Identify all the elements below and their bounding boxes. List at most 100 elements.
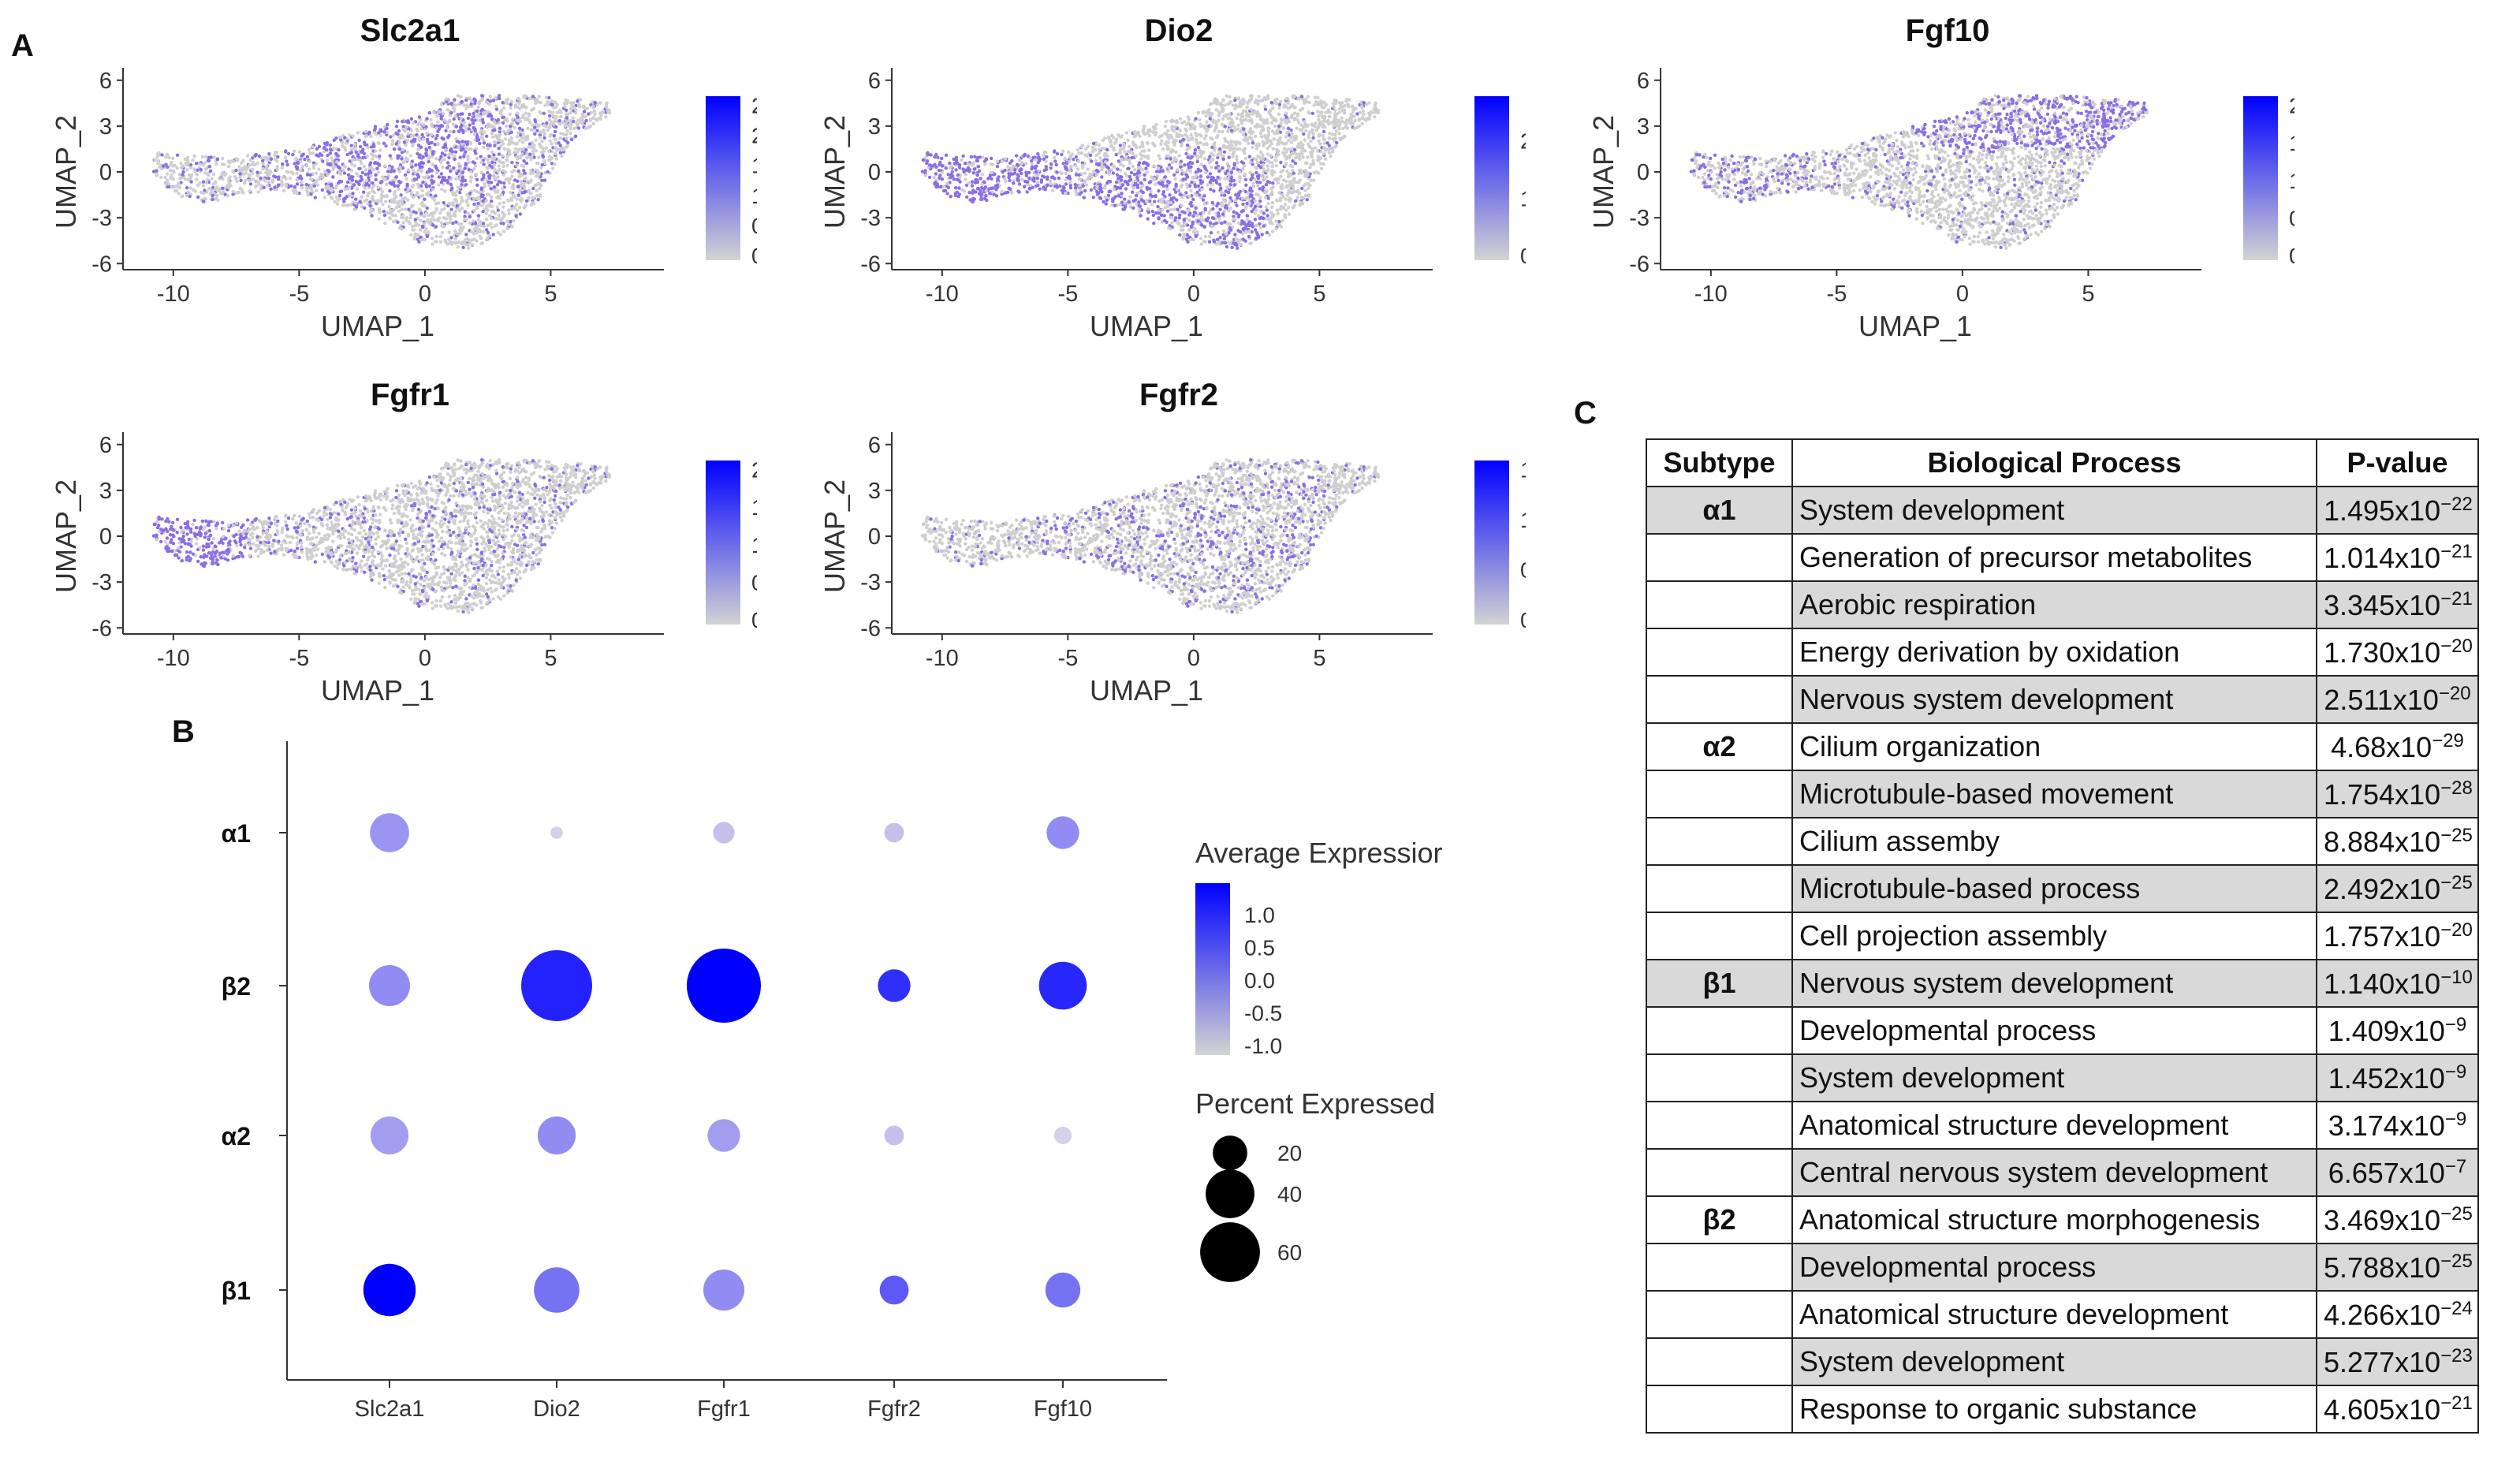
umap-point	[201, 199, 206, 203]
umap-point	[434, 240, 438, 244]
umap-point	[385, 182, 389, 186]
umap-point	[513, 151, 516, 155]
umap-point	[527, 112, 531, 116]
umap-point	[447, 230, 451, 234]
umap-point	[364, 168, 368, 172]
umap-point	[369, 134, 373, 138]
umap-point	[334, 184, 338, 188]
umap-point	[174, 188, 179, 192]
umap-point	[510, 170, 514, 174]
umap-point	[589, 110, 594, 114]
umap-point	[580, 112, 584, 117]
umap-point	[255, 179, 259, 184]
umap-point	[308, 159, 312, 164]
umap-point	[175, 166, 179, 170]
umap-point	[328, 163, 332, 167]
umap-point	[1221, 203, 1225, 207]
umap-point	[486, 161, 490, 165]
umap-point	[371, 143, 376, 147]
umap-point	[395, 119, 400, 124]
umap-point	[400, 207, 404, 211]
umap-point	[454, 240, 459, 245]
umap-point	[293, 162, 296, 166]
umap-point	[227, 177, 231, 181]
umap-point	[455, 171, 459, 176]
umap-point	[350, 178, 355, 182]
umap-point	[539, 111, 542, 115]
umap-point	[408, 154, 412, 158]
umap-point	[520, 184, 524, 188]
umap-point	[440, 136, 444, 140]
umap-point	[469, 102, 473, 106]
umap-point	[396, 220, 400, 224]
umap-point	[430, 122, 434, 126]
umap-point	[181, 173, 185, 177]
umap-point	[527, 117, 531, 122]
umap-point	[394, 131, 398, 136]
umap-point	[261, 167, 265, 171]
umap-point	[523, 177, 527, 181]
umap-point	[498, 132, 502, 137]
umap-point	[493, 224, 498, 228]
umap-point	[472, 132, 477, 136]
umap-point	[593, 101, 597, 105]
umap-point	[401, 136, 405, 140]
umap-point	[411, 224, 415, 229]
umap-point	[473, 164, 478, 168]
umap-point	[489, 187, 493, 191]
umap-point	[552, 115, 556, 119]
umap-point	[405, 158, 410, 162]
umap-point	[416, 223, 421, 227]
umap-point	[449, 169, 453, 173]
umap-point	[283, 150, 288, 154]
umap-point	[350, 158, 355, 162]
umap-point	[299, 159, 303, 163]
umap-point	[524, 161, 529, 166]
umap-point	[547, 95, 551, 100]
umap-point	[210, 188, 214, 193]
umap-point	[475, 136, 479, 140]
umap-point	[276, 155, 280, 159]
umap-point	[354, 201, 358, 205]
umap-point	[538, 142, 542, 146]
umap-point	[542, 123, 546, 128]
umap-point	[390, 142, 394, 147]
umap-point	[475, 156, 479, 161]
umap-point	[580, 121, 584, 126]
umap-point	[207, 186, 211, 191]
umap-point	[524, 147, 528, 152]
umap-point	[500, 139, 504, 144]
umap-point	[532, 155, 536, 159]
umap-point	[452, 117, 456, 121]
umap-point	[460, 207, 464, 211]
colorbar-tick-label: 2.5	[751, 94, 757, 118]
umap-point	[400, 157, 404, 161]
umap-point	[591, 100, 595, 104]
umap-point	[497, 94, 501, 98]
umap-point	[491, 135, 495, 139]
umap-point	[492, 140, 497, 144]
umap-point	[279, 179, 284, 183]
umap-point	[477, 101, 481, 106]
umap-point	[327, 191, 332, 195]
umap-point	[226, 159, 230, 163]
umap-point	[442, 112, 445, 116]
umap-point	[252, 177, 255, 181]
umap-point	[388, 216, 392, 220]
umap-point	[493, 167, 497, 171]
umap-point	[326, 153, 330, 158]
umap-point	[369, 173, 373, 177]
umap-point	[478, 234, 483, 239]
umap-point	[600, 110, 605, 114]
umap-point	[510, 174, 514, 178]
umap-point	[557, 119, 561, 123]
umap-point	[437, 183, 441, 187]
umap-point	[477, 222, 481, 226]
umap-point	[475, 177, 479, 181]
umap-point	[183, 157, 187, 162]
umap-point	[319, 153, 324, 158]
umap-point	[406, 119, 410, 123]
umap-point	[469, 99, 474, 103]
umap-point	[277, 175, 281, 179]
umap-point	[497, 147, 501, 151]
